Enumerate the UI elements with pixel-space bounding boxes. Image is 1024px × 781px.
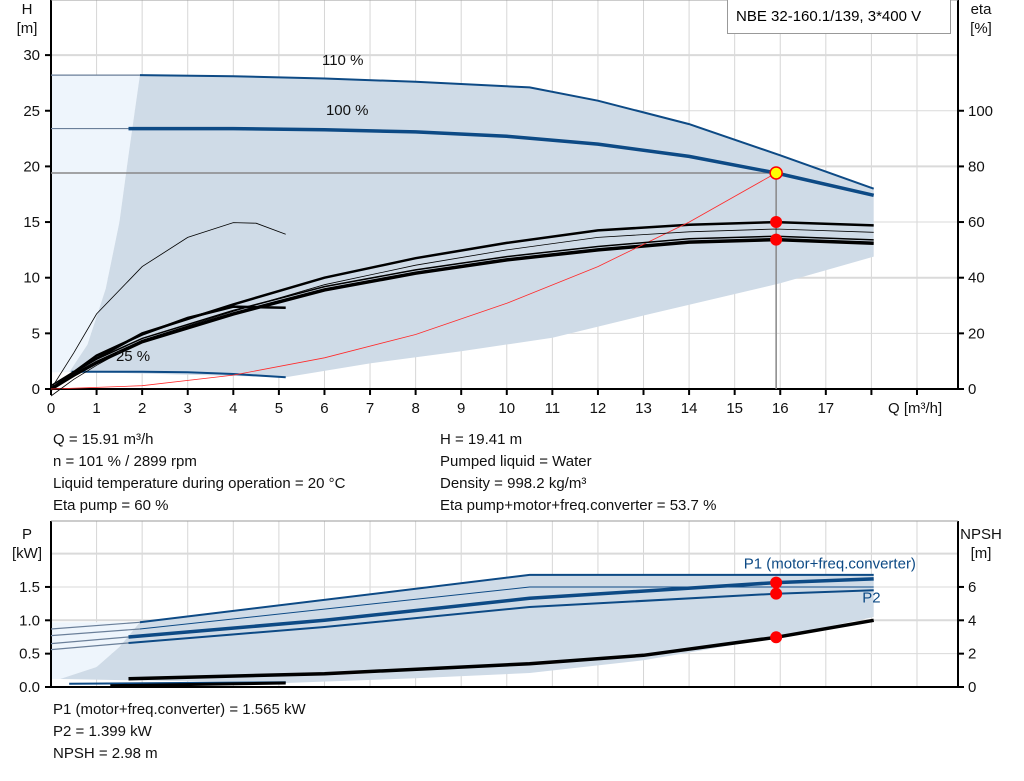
head-left-axis-label: H <box>22 1 33 18</box>
pump-title-box: NBE 32-160.1/139, 3*400 V <box>727 0 951 34</box>
power-right-tick-label: 4 <box>968 612 976 629</box>
head-x-tick-label: 1 <box>92 400 100 417</box>
head-min-speed-area <box>51 75 140 373</box>
power-left-tick-label: 1.5 <box>19 579 40 596</box>
info-temperature: Liquid temperature during operation = 20… <box>53 475 346 492</box>
duty-point-p2 <box>770 587 783 600</box>
info-liquid: Pumped liquid = Water <box>440 453 592 470</box>
curve-100pct <box>128 126 875 198</box>
info-eta-pump: Eta pump = 60 % <box>53 497 169 514</box>
head-left-tick-label: 25 <box>23 103 40 120</box>
curve-label: 110 % <box>322 52 363 69</box>
head-left-axis-label: [m] <box>17 20 38 37</box>
eta-aux-curve <box>50 228 874 397</box>
head-x-tick-label: 10 <box>498 400 515 417</box>
info-bottom: P1 (motor+freq.converter) = 1.565 kW P2 … <box>53 699 306 765</box>
head-x-tick-label: 16 <box>772 400 789 417</box>
power-curve-extension <box>50 636 129 645</box>
npsh-curve <box>128 618 875 681</box>
head-x-tick-label: 8 <box>411 400 419 417</box>
system-curve <box>50 172 777 390</box>
head-left-tick-label: 10 <box>23 270 40 287</box>
power-right-axis-label: NPSH <box>960 526 1002 543</box>
info-npsh: NPSH = 2.98 m <box>53 745 158 762</box>
head-right-tick-label: 20 <box>968 325 985 342</box>
info-flow: Q = 15.91 m³/h <box>53 431 154 448</box>
head-x-axis-label: Q [m³/h] <box>888 400 942 417</box>
head-x-tick-label: 5 <box>275 400 283 417</box>
curve-label: 25 % <box>116 348 150 365</box>
head-right-axis-label: eta <box>971 1 993 18</box>
duty-point-eta-total <box>770 233 783 246</box>
head-x-tick-label: 0 <box>47 400 55 417</box>
head-x-tick-label: 2 <box>138 400 146 417</box>
curve-label: 100 % <box>326 102 369 119</box>
info-eta-total: Eta pump+motor+freq.converter = 53.7 % <box>440 497 717 514</box>
head-right-axis-label: [%] <box>970 20 992 37</box>
head-left-tick-label: 0 <box>32 381 40 398</box>
head-right-tick-label: 0 <box>968 381 976 398</box>
head-x-tick-label: 15 <box>726 400 743 417</box>
info-p1: P1 (motor+freq.converter) = 1.565 kW <box>53 701 306 718</box>
power-curve-label: P1 (motor+freq.converter) <box>744 555 916 572</box>
duty-point-head <box>769 166 783 180</box>
head-right-tick-label: 60 <box>968 214 985 231</box>
power-curve-extension <box>50 628 140 637</box>
head-x-tick-label: 13 <box>635 400 652 417</box>
duty-point-p1 <box>770 576 783 589</box>
head-right-tick-label: 40 <box>968 270 985 287</box>
power-left-tick-label: 1.0 <box>19 612 40 629</box>
info-p2: P2 = 1.399 kW <box>53 723 152 740</box>
power-right-tick-label: 2 <box>968 646 976 663</box>
power-curve-extension <box>50 642 129 651</box>
power-left-axis-label: P <box>22 526 32 543</box>
power-left-tick-label: 0.5 <box>19 646 40 663</box>
head-right-tick-label: 100 <box>968 103 993 120</box>
head-left-tick-label: 20 <box>23 158 40 175</box>
head-operating-envelope <box>69 75 874 378</box>
curve-25pct <box>71 370 286 379</box>
info-head: H = 19.41 m <box>440 431 523 448</box>
head-right-tick-label: 80 <box>968 158 985 175</box>
info-speed: n = 101 % / 2899 rpm <box>53 453 197 470</box>
head-x-tick-label: 3 <box>184 400 192 417</box>
info-top-right: H = 19.41 m Pumped liquid = Water Densit… <box>440 429 716 517</box>
power-right-axis-label: [m] <box>971 545 992 562</box>
head-x-tick-label: 11 <box>545 400 561 417</box>
power-left-axis-label: [kW] <box>12 545 42 562</box>
head-x-tick-label: 9 <box>457 400 465 417</box>
power-curve-extension <box>50 621 140 630</box>
head-left-tick-label: 15 <box>23 214 40 231</box>
power-left-tick-label: 0.0 <box>19 679 40 696</box>
head-x-tick-label: 12 <box>590 400 607 417</box>
npsh-25pct-curve <box>110 681 286 688</box>
p2-curve <box>128 589 874 644</box>
power-right-tick-label: 6 <box>968 579 976 596</box>
info-density: Density = 998.2 kg/m³ <box>440 475 587 492</box>
power-min-speed-area <box>51 622 140 679</box>
power-operating-envelope <box>60 574 874 683</box>
head-left-tick-label: 5 <box>32 325 40 342</box>
eta-aux-curve <box>50 235 874 387</box>
info-top-left: Q = 15.91 m³/h n = 101 % / 2899 rpm Liqu… <box>53 429 345 517</box>
p1-110pct-curve <box>139 573 874 624</box>
head-x-tick-label: 7 <box>366 400 374 417</box>
head-x-tick-label: 6 <box>320 400 328 417</box>
head-left-tick-label: 30 <box>23 47 40 64</box>
p1-curve <box>128 577 874 639</box>
eta-total-curve <box>50 237 874 391</box>
duty-point-eta-pump <box>770 216 783 229</box>
power-curve-label: P2 <box>862 589 880 606</box>
eta-low-speed-curve <box>50 222 286 390</box>
head-x-tick-label: 4 <box>229 400 237 417</box>
p2-110pct-curve <box>139 586 874 630</box>
power-right-tick-label: 0 <box>968 679 976 696</box>
head-x-tick-label: 17 <box>817 400 834 417</box>
curve-110pct <box>139 74 875 190</box>
head-x-tick-label: 14 <box>681 400 698 417</box>
duty-point-npsh <box>770 631 783 644</box>
